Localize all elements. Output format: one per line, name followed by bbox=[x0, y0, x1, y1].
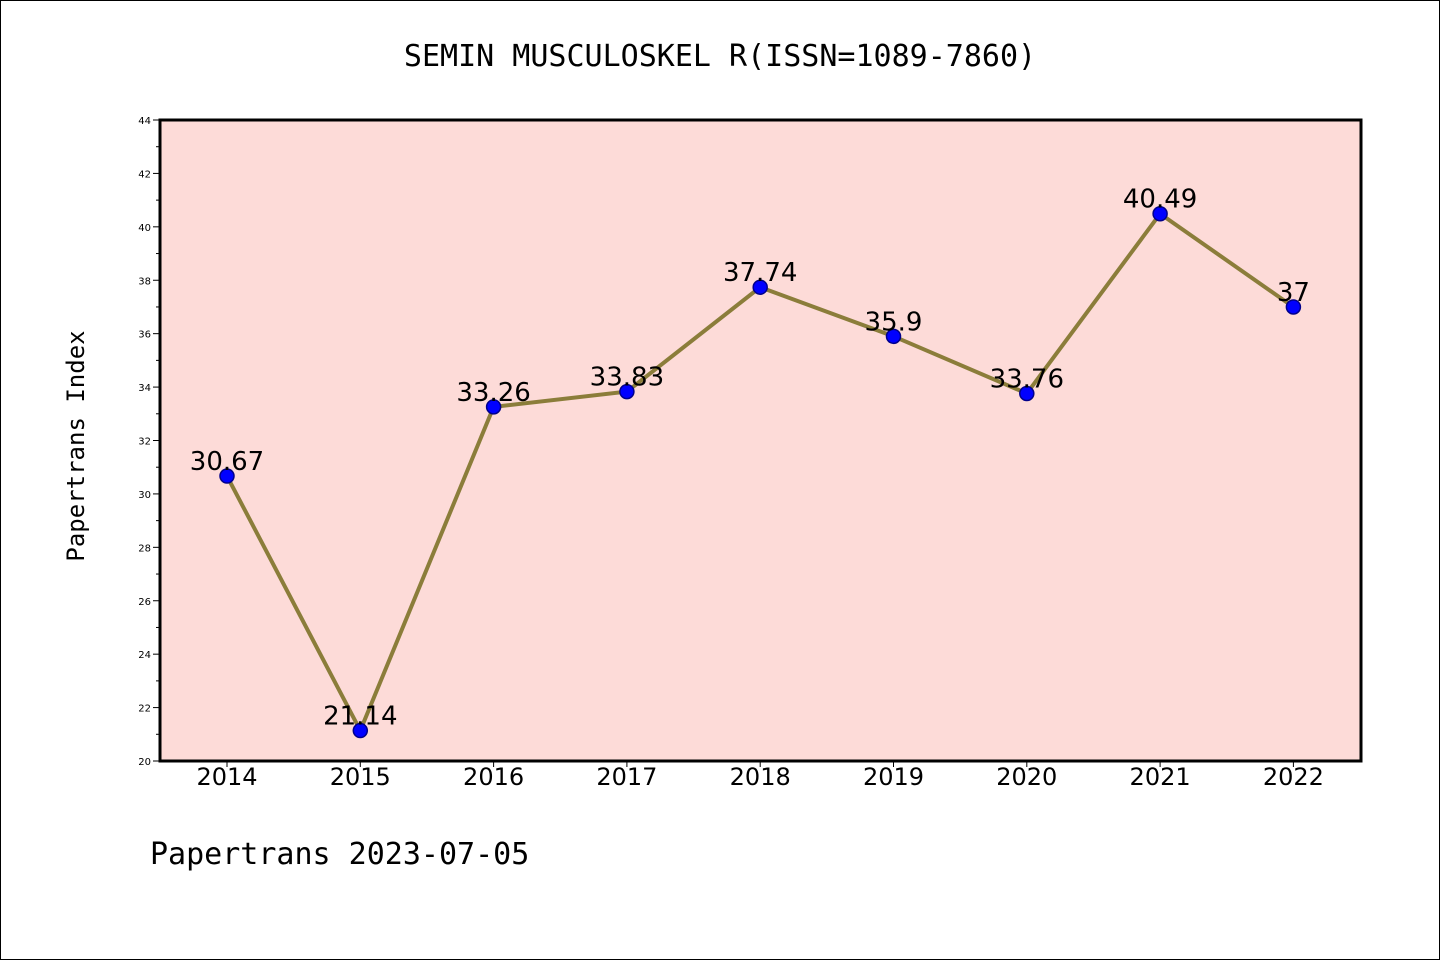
data-label: 33.83 bbox=[590, 363, 664, 393]
x-tick-label: 2015 bbox=[330, 763, 391, 791]
x-tick-label: 2017 bbox=[596, 763, 657, 791]
data-point bbox=[1019, 385, 1035, 402]
data-label: 37 bbox=[1277, 278, 1310, 308]
data-point bbox=[219, 468, 235, 484]
plot-border bbox=[158, 118, 1363, 763]
x-tick-label: 2021 bbox=[1130, 763, 1191, 791]
data-label: 35.9 bbox=[865, 307, 923, 337]
data-label: 30.67 bbox=[190, 447, 264, 477]
x-tick-label: 2019 bbox=[863, 763, 924, 791]
y-tick-label: 26 bbox=[138, 597, 151, 608]
x-tick-label: 2018 bbox=[730, 763, 791, 791]
data-label: 33.26 bbox=[456, 378, 530, 408]
data-point bbox=[1152, 205, 1168, 222]
y-axis: 20 22 24 26 28 30 32 34 36 38 40 42 44 bbox=[138, 116, 160, 768]
x-tick-label: 2022 bbox=[1263, 763, 1324, 791]
data-point bbox=[752, 279, 768, 295]
data-label: 21.14 bbox=[323, 702, 397, 732]
y-tick-label: 34 bbox=[138, 383, 151, 394]
data-label: 33.76 bbox=[990, 364, 1064, 394]
data-label: 40.49 bbox=[1123, 185, 1197, 215]
data-point bbox=[352, 722, 369, 739]
y-tick-label: 42 bbox=[138, 169, 151, 180]
y-tick-label: 44 bbox=[138, 116, 151, 127]
data-point bbox=[485, 399, 502, 415]
y-tick-label: 24 bbox=[138, 650, 151, 661]
x-axis: 2014 2015 2016 2017 2018 2019 2020 2021 2022 bbox=[196, 761, 1324, 791]
y-tick-label: 40 bbox=[138, 223, 151, 234]
x-tick-label: 2016 bbox=[463, 763, 524, 791]
data-point bbox=[1285, 299, 1302, 315]
chart-title: SEMIN MUSCULOSKEL R(ISSN=1089-7860) bbox=[404, 39, 1036, 74]
y-tick-label: 32 bbox=[138, 437, 151, 448]
plot-area bbox=[160, 120, 1361, 761]
x-tick-label: 2020 bbox=[996, 763, 1057, 791]
y-axis-label: Papertrans Index bbox=[62, 330, 90, 561]
y-tick-label: 36 bbox=[138, 330, 151, 341]
y-tick-label: 28 bbox=[138, 543, 151, 554]
y-tick-label: 20 bbox=[138, 757, 151, 768]
data-point bbox=[619, 383, 635, 400]
series-group: 30.67 21.14 33.26 33.83 37.74 35.9 33.76 40.49 3… bbox=[190, 185, 1310, 739]
footer-text: Papertrans 2023-07-05 bbox=[150, 837, 529, 872]
y-tick-label: 38 bbox=[138, 276, 151, 287]
y-tick-label: 30 bbox=[138, 490, 151, 501]
y-tick-label: 22 bbox=[138, 704, 151, 715]
data-label: 37.74 bbox=[723, 258, 797, 288]
x-tick-label: 2014 bbox=[196, 763, 257, 791]
data-point bbox=[885, 328, 902, 345]
